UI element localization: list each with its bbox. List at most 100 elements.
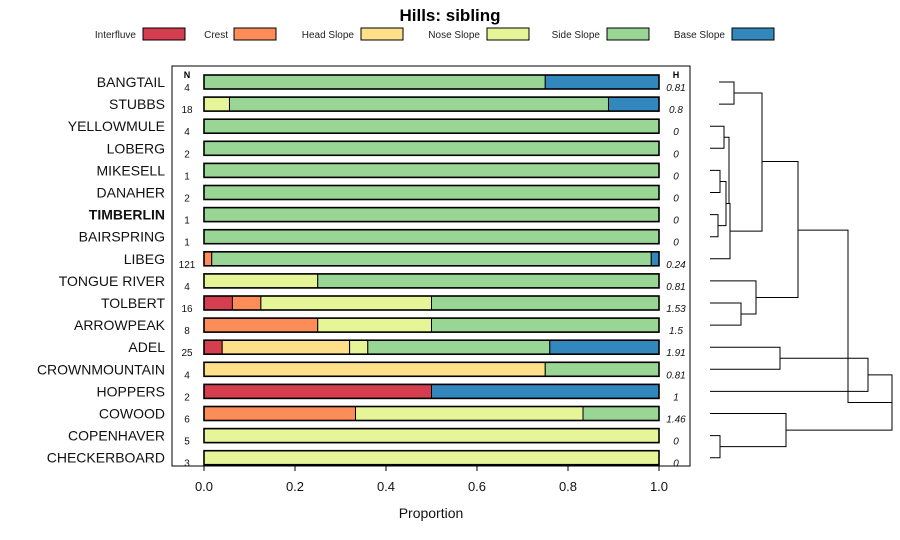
bar-segment-stubbs-side-slope — [228, 96, 609, 112]
h-value: 0 — [673, 216, 679, 227]
bar-outline — [203, 405, 660, 422]
n-column-header: N — [184, 70, 191, 80]
h-value: 0.81 — [666, 282, 685, 293]
bar-segment-hoppers-interfluve — [203, 383, 432, 399]
bar-segment-arrowpeak-crest — [203, 317, 319, 333]
row-label-checkerboard: CHECKERBOARD — [47, 450, 165, 466]
h-value: 0 — [673, 437, 679, 448]
n-value: 1 — [184, 216, 190, 227]
legend-swatch-base-slope — [731, 27, 775, 41]
plot-frame — [171, 65, 691, 467]
chart-title: Hills: sibling — [399, 6, 500, 25]
x-axis: 0.0 0.2 0.4 0.6 0.8 1.0 — [195, 466, 668, 494]
h-value: 0 — [673, 238, 679, 249]
dendrogram-branch — [730, 92, 763, 232]
n-value: 5 — [184, 437, 190, 448]
h-value: 0 — [673, 127, 679, 138]
dendrogram-branch — [718, 180, 727, 227]
bar-segment-adel-base-slope — [549, 339, 660, 355]
legend-label-side-slope: Side Slope — [552, 30, 601, 41]
bar-outline — [203, 162, 660, 179]
dendrogram-branch — [710, 125, 725, 149]
legend-swatch-interfluve — [142, 27, 186, 41]
row-label-danaher: DANAHER — [97, 185, 165, 201]
n-value: 1 — [184, 238, 190, 249]
bar-segment-tongue-river-nose-slope — [203, 273, 319, 289]
bar-outline — [203, 361, 660, 378]
bar-segment-mikesell-side-slope — [203, 162, 660, 178]
bar-segment-crownmountain-side-slope — [544, 361, 660, 377]
h-value: 0.81 — [666, 370, 685, 381]
bar-segment-libeg-side-slope — [211, 251, 652, 267]
bar-segment-timberlin-side-slope — [203, 207, 660, 223]
n-value: 18 — [181, 105, 193, 116]
h-value: 0.81 — [666, 83, 685, 94]
n-value: 121 — [179, 260, 196, 271]
dendrogram-branch — [710, 280, 757, 315]
bar-outline — [203, 74, 660, 90]
dendrogram-branch — [710, 214, 719, 238]
legend-label-nose-slope: Nose Slope — [428, 30, 480, 41]
n-value: 16 — [181, 304, 193, 315]
h-value: 1.91 — [666, 348, 685, 359]
h-value: 0.8 — [669, 105, 683, 116]
x-axis-label: Proportion — [399, 505, 464, 521]
n-value: 2 — [184, 194, 190, 205]
dendrogram-branch — [719, 81, 735, 105]
x-tick-label: 0.0 — [195, 479, 213, 494]
row-label-timberlin: TIMBERLIN — [89, 207, 165, 223]
row-label-loberg: LOBERG — [107, 140, 165, 156]
dendrogram-branch — [710, 435, 721, 459]
bar-outline — [203, 184, 660, 201]
x-tick-label: 0.4 — [377, 479, 395, 494]
row-label-tongue-river: TONGUE RIVER — [59, 273, 165, 289]
bar-segment-adel-interfluve — [203, 339, 223, 355]
bar-outline — [203, 295, 660, 311]
n-value: 25 — [181, 348, 193, 359]
bar-outline — [203, 206, 660, 223]
legend-label-interfluve: Interfluve — [95, 30, 137, 41]
row-label-bangtail: BANGTAIL — [97, 74, 165, 90]
bar-segment-libeg-crest — [203, 251, 213, 267]
bar-segment-bangtail-base-slope — [544, 74, 660, 90]
bar-segment-loberg-side-slope — [203, 140, 660, 156]
legend-swatch-head-slope — [360, 27, 404, 41]
bar-segment-adel-head-slope — [221, 339, 351, 355]
x-tick-label: 1.0 — [650, 479, 668, 494]
row-label-tolbert: TOLBERT — [101, 295, 166, 311]
legend-label-crest: Crest — [204, 30, 228, 41]
bar-segment-stubbs-nose-slope — [203, 96, 230, 112]
dendrogram-branch — [710, 169, 721, 193]
bar-outline — [203, 427, 660, 444]
bar-outline — [203, 118, 660, 134]
n-value: 2 — [184, 149, 190, 160]
bar-segment-bangtail-side-slope — [203, 74, 546, 90]
h-value: 0 — [673, 171, 679, 182]
bar-segment-libeg-base-slope — [650, 251, 660, 267]
n-value: 4 — [184, 83, 190, 94]
bar-outline — [203, 449, 660, 466]
h-value: 1.53 — [666, 304, 686, 315]
bar-outline — [203, 273, 660, 289]
legend-swatch-nose-slope — [486, 27, 530, 41]
bar-outline — [203, 96, 660, 112]
bar-segment-cowood-crest — [203, 406, 357, 421]
h-value: 1.46 — [666, 415, 686, 426]
legend-swatch-side-slope — [606, 27, 650, 41]
bar-outline — [203, 339, 660, 356]
dendrogram-branch — [710, 302, 742, 326]
dendrogram-branch — [710, 413, 787, 448]
bar-segment-cowood-side-slope — [582, 406, 660, 421]
legend-label-base-slope: Base Slope — [674, 30, 726, 41]
n-value: 3 — [184, 459, 190, 470]
row-label-adel: ADEL — [128, 339, 165, 355]
bar-segment-cowood-nose-slope — [355, 406, 584, 421]
bar-segment-tolbert-nose-slope — [260, 295, 432, 311]
bar-segment-adel-side-slope — [367, 339, 551, 355]
bar-segment-danaher-side-slope — [203, 185, 660, 200]
bar-segment-hoppers-base-slope — [431, 383, 660, 399]
row-label-mikesell: MIKESELL — [97, 162, 166, 178]
legend-label-head-slope: Head Slope — [302, 30, 355, 41]
bar-segment-adel-nose-slope — [349, 339, 369, 355]
